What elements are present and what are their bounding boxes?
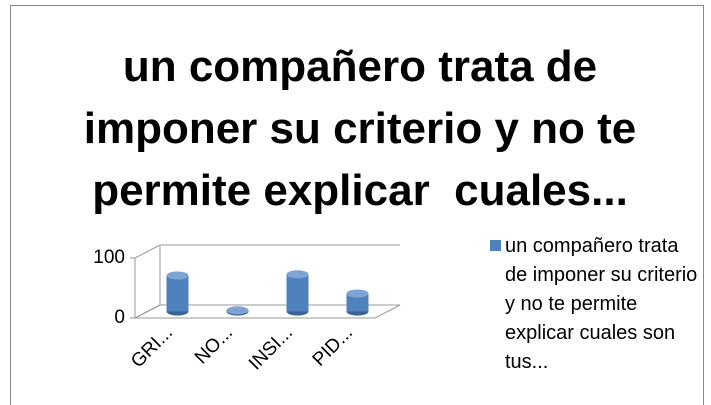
chart-title: un compañero trata de imponer su criteri… [83,42,649,215]
bar [226,306,249,316]
x-tick-label: INSI... [245,322,297,374]
legend-swatch [490,240,501,251]
grid-line [134,304,400,319]
bar-body [166,275,189,312]
x-tick-label: NO... [191,322,237,368]
y-tick-label: 0 [114,307,125,328]
chart-frame [10,5,704,405]
bar-top [166,271,189,280]
bar [286,270,309,316]
bar-body [286,274,309,312]
grid-line [134,244,400,259]
bar-top [346,289,369,298]
bar-top [286,270,309,279]
bar [166,271,189,316]
y-tick-label: 100 [93,247,125,268]
bar-top [226,306,249,315]
x-tick-label: GRI... [127,322,177,372]
legend-label: un compañero trata de imponer su criteri… [505,235,698,373]
x-tick-label: PID... [309,322,357,370]
bar-body [346,293,369,312]
bar [346,289,369,316]
